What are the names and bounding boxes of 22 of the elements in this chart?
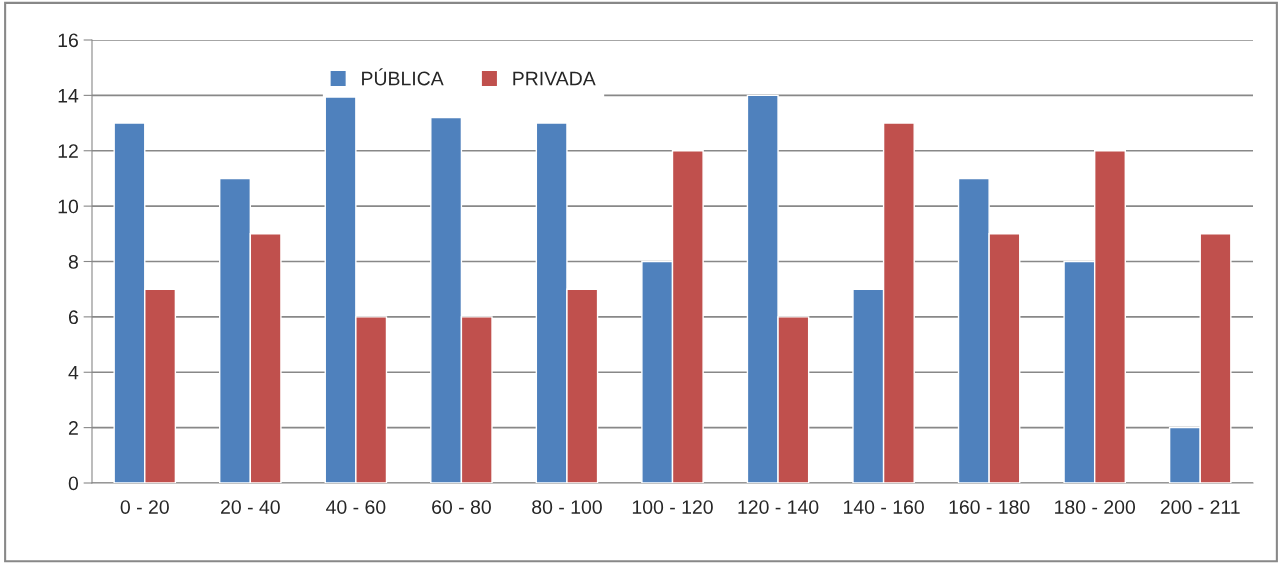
- y-tick-label: 14: [58, 89, 79, 103]
- x-tick-label: 200 - 211: [1160, 500, 1240, 514]
- x-tick-label: 100 - 120: [632, 500, 713, 514]
- y-tick-label: 8: [68, 254, 78, 269]
- legend-label: PRIVADA: [513, 71, 596, 86]
- y-tick-label: 12: [58, 144, 78, 158]
- x-tick-label: 60 - 80: [432, 500, 491, 514]
- x-tick-label: 140 - 160: [844, 500, 924, 514]
- x-tick-label: 160 - 180: [949, 500, 1030, 514]
- legend-label: PÚBLICA: [362, 68, 444, 86]
- x-tick-label: 40 - 60: [326, 500, 386, 514]
- y-tick-label: 2: [68, 421, 78, 435]
- x-tick-label: 120 - 140: [738, 500, 819, 514]
- x-tick-label: 80 - 100: [532, 500, 602, 514]
- x-tick-label: 20 - 40: [221, 500, 280, 514]
- y-tick-label: 10: [58, 199, 79, 214]
- y-tick-label: 4: [68, 365, 79, 380]
- x-tick-label: 180 - 200: [1055, 500, 1136, 514]
- y-tick-label: 16: [58, 33, 78, 48]
- y-tick-label: 6: [68, 310, 78, 325]
- x-tick-label: 0 - 20: [120, 500, 169, 514]
- y-tick-label: 0: [68, 476, 79, 491]
